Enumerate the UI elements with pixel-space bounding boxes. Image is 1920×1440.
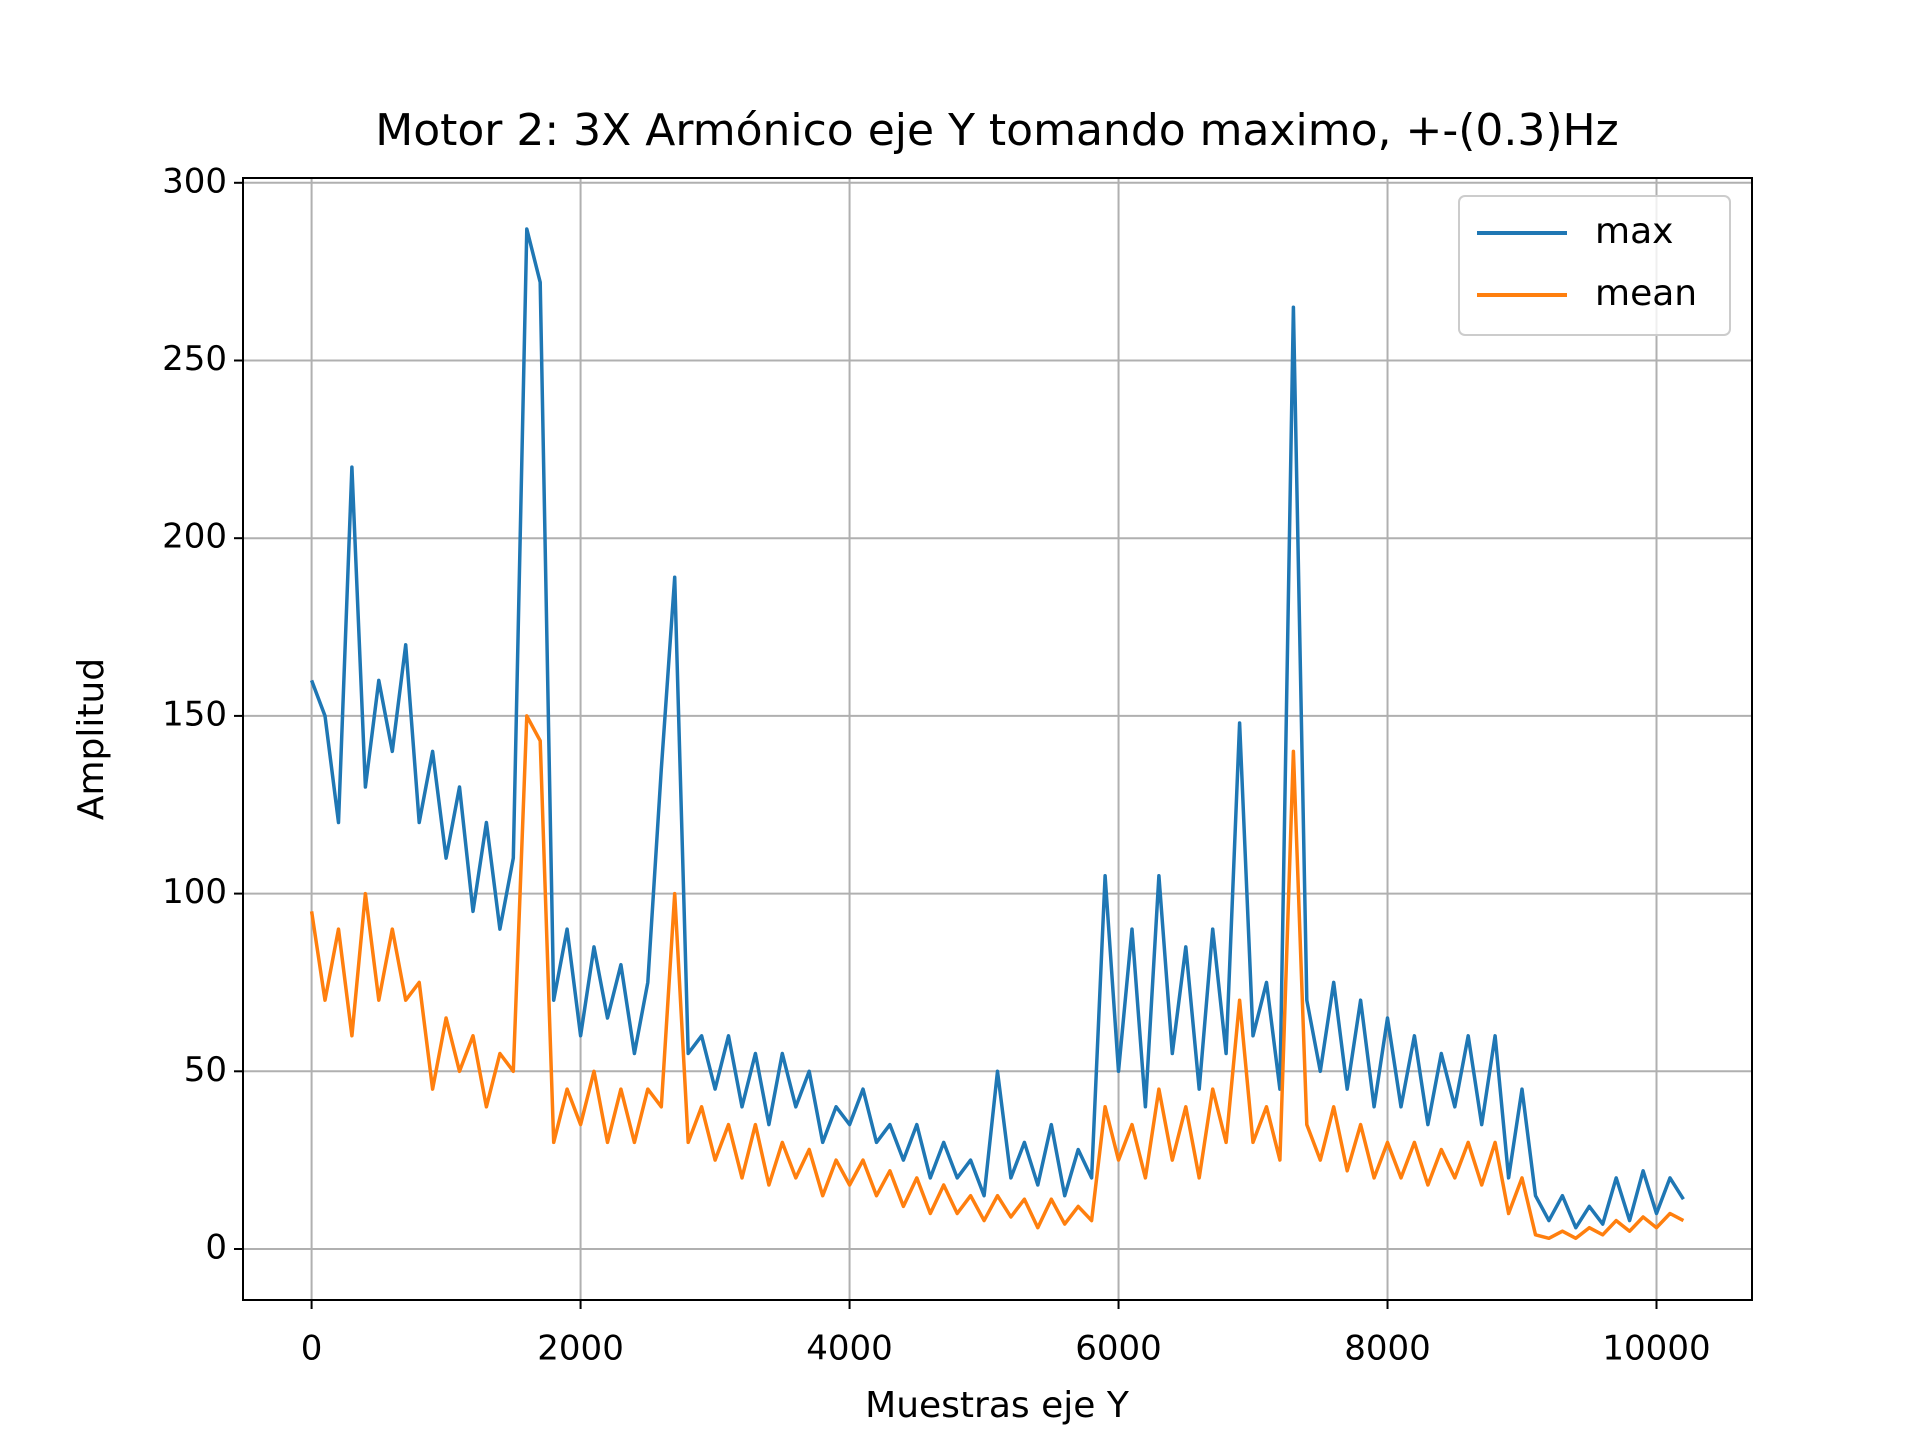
y-tick-label: 100 (162, 872, 227, 912)
legend-label: max (1595, 211, 1673, 252)
legend-label: mean (1595, 273, 1697, 314)
x-tick-label: 10000 (1602, 1329, 1710, 1369)
y-tick-label: 300 (162, 161, 227, 201)
x-tick-label: 0 (301, 1329, 323, 1369)
y-tick-label: 250 (162, 339, 227, 379)
x-tick-label: 4000 (806, 1329, 893, 1369)
x-tick-label: 2000 (537, 1329, 624, 1369)
y-tick-label: 150 (162, 694, 227, 734)
x-tick-label: 6000 (1075, 1329, 1162, 1369)
legend-box (1458, 195, 1731, 336)
x-axis-label: Muestras eje Y (865, 1385, 1130, 1426)
plot-frame (242, 177, 1753, 1301)
y-tick-label: 50 (184, 1050, 227, 1090)
y-axis-label: Amplitud (71, 658, 112, 820)
y-tick-label: 0 (205, 1228, 227, 1268)
chart-title: Motor 2: 3X Armónico eje Y tomando maxim… (375, 105, 1618, 156)
y-tick-label: 200 (162, 517, 227, 557)
x-tick-label: 8000 (1344, 1329, 1431, 1369)
data-line (309, 714, 1685, 1241)
data-line (309, 227, 1685, 1230)
